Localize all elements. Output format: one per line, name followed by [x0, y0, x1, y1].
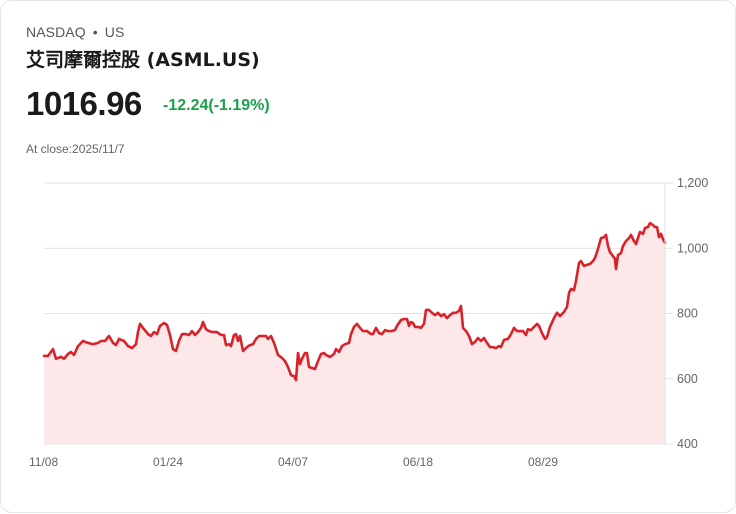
- y-tick-label: 1,000: [677, 241, 708, 255]
- x-tick-label: 06/18: [403, 455, 433, 469]
- current-price: 1016.96: [26, 85, 142, 122]
- price-area-fill: [44, 223, 665, 444]
- x-tick-label: 08/29: [528, 455, 558, 469]
- exchange-name: NASDAQ: [26, 24, 86, 40]
- x-axis-ticks: 11/08 01/24 04/07 06/18 08/29: [29, 455, 558, 469]
- x-tick-label: 01/24: [153, 455, 183, 469]
- exchange-line: NASDAQ • US: [26, 24, 124, 40]
- y-tick-label: 400: [677, 437, 698, 451]
- y-tick-label: 600: [677, 372, 698, 386]
- stock-title: 艾司摩爾控股 (ASML.US): [26, 49, 260, 71]
- separator-dot: •: [92, 24, 98, 40]
- x-tick-label: 11/08: [29, 455, 58, 469]
- y-tick-label: 1,200: [677, 176, 708, 190]
- price-change: -12.24(-1.19%): [163, 97, 270, 114]
- y-tick-label: 800: [677, 307, 698, 321]
- y-axis-ticks: 1,200 1,000 800 600 400: [677, 176, 708, 451]
- x-tick-label: 04/07: [278, 455, 308, 469]
- close-date: At close:2025/11/7: [26, 142, 125, 156]
- market-name: US: [104, 24, 125, 40]
- price-line: [42, 221, 667, 382]
